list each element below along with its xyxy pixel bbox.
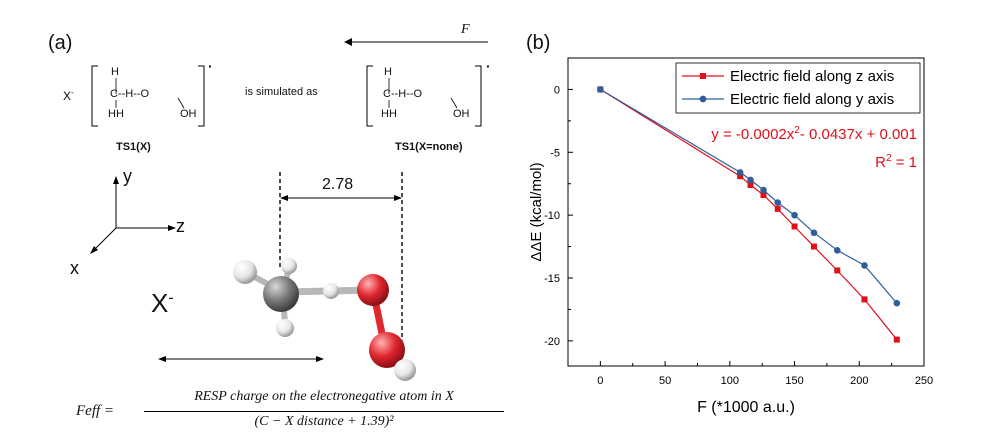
y-tick-label: -15 — [544, 273, 560, 285]
force-label: F — [461, 22, 470, 37]
molecule-model — [233, 258, 416, 381]
left-dot: · — [208, 58, 213, 74]
left-struct-oh: OH — [180, 108, 197, 120]
left-struct-h-top: H — [111, 66, 119, 78]
x-tick-label: 200 — [850, 375, 868, 387]
hydrogen-atom — [281, 258, 297, 274]
x-tick-label: 0 — [597, 375, 603, 387]
y-tick-label: -5 — [550, 147, 560, 159]
formula-numerator: RESP charge on the electronegative atom … — [194, 389, 454, 404]
x-tick-label: 150 — [785, 375, 803, 387]
right-dot: · — [486, 58, 491, 74]
left-struct-c: C--H--O — [110, 88, 150, 100]
left-struct-hh: HH — [108, 108, 124, 120]
legend-marker-y — [699, 95, 707, 103]
data-point-y — [833, 247, 841, 254]
left-bracket — [91, 65, 205, 127]
series-line-0 — [600, 88, 898, 340]
distance-label: 2.78 — [322, 176, 354, 193]
simulated-as-text: is simulated as — [245, 86, 318, 98]
formula-lhs: Feff = — [76, 403, 115, 419]
x-tick-label: 250 — [915, 375, 933, 387]
axis-y-label: y — [123, 166, 132, 186]
data-point-y — [774, 199, 782, 206]
data-point-y — [747, 176, 754, 184]
right-struct-c: C--H--O — [383, 88, 423, 100]
data-point-z — [774, 205, 781, 212]
legend-label-z: Electric field along z axis — [730, 68, 894, 85]
r-squared: R2 = 1 — [875, 153, 917, 171]
y-tick-label: -20 — [544, 336, 560, 348]
data-point-z — [893, 336, 900, 343]
left-caption: TS1(X) — [116, 141, 151, 153]
y-tick-label: 0 — [554, 84, 560, 96]
right-struct-h-top: H — [384, 66, 392, 78]
data-point-y — [810, 229, 818, 237]
x-tick-label: 50 — [659, 375, 671, 387]
y-tick-label: -10 — [544, 210, 560, 222]
panel-a-label: (a) — [48, 32, 73, 54]
data-point-z — [760, 192, 767, 199]
coordinate-axes — [90, 176, 176, 254]
oxygen-atom — [369, 332, 405, 368]
data-point-y — [861, 262, 868, 269]
cx-distance-arrow — [158, 356, 324, 362]
oxygen-atom — [357, 274, 389, 306]
data-point-y — [597, 86, 604, 93]
data-point-z — [747, 181, 754, 188]
axis-x-label: x — [70, 258, 79, 278]
legend-label-y: Electric field along y axis — [730, 91, 894, 108]
formula-fraction-bar — [144, 411, 504, 412]
hydrogen-atom — [276, 319, 294, 337]
right-caption: TS1(X=none) — [395, 141, 463, 153]
data-point-y — [736, 169, 744, 176]
panel-b-label: (b) — [526, 32, 551, 54]
force-arrow — [344, 38, 488, 46]
x-tick-label: 100 — [721, 375, 739, 387]
data-point-z — [834, 267, 841, 274]
legend-marker-z — [700, 73, 706, 79]
data-point-y — [791, 211, 798, 219]
hydrogen-atom — [323, 283, 339, 299]
right-struct-oh: OH — [453, 108, 470, 120]
x-axis-label: F (*1000 a.u.) — [697, 399, 795, 416]
y-axis-label: ΔΔE (kcal/mol) — [528, 162, 545, 261]
series-line-1 — [600, 88, 898, 304]
data-point-y — [893, 299, 901, 307]
hydrogen-atom — [233, 260, 257, 284]
distance-marker — [279, 172, 403, 344]
x-ion-label: X- — [151, 288, 174, 318]
carbon-atom — [263, 276, 299, 312]
x-anion-label: X- — [63, 88, 74, 103]
data-point-z — [861, 296, 868, 303]
formula-denominator: (C − X distance + 1.39)² — [254, 414, 394, 429]
legend-box — [675, 62, 921, 114]
fit-equation: y = -0.0002x2- 0.0437x + 0.001 — [711, 125, 917, 143]
data-point-y — [760, 186, 767, 194]
data-point-z — [791, 223, 798, 230]
data-point-z — [810, 243, 817, 250]
plot-frame — [567, 57, 925, 367]
hydrogen-atom — [394, 359, 416, 381]
right-struct-hh: HH — [381, 108, 397, 120]
axis-z-label: z — [176, 216, 185, 236]
data-point-z — [737, 173, 744, 180]
right-bracket — [366, 65, 482, 127]
